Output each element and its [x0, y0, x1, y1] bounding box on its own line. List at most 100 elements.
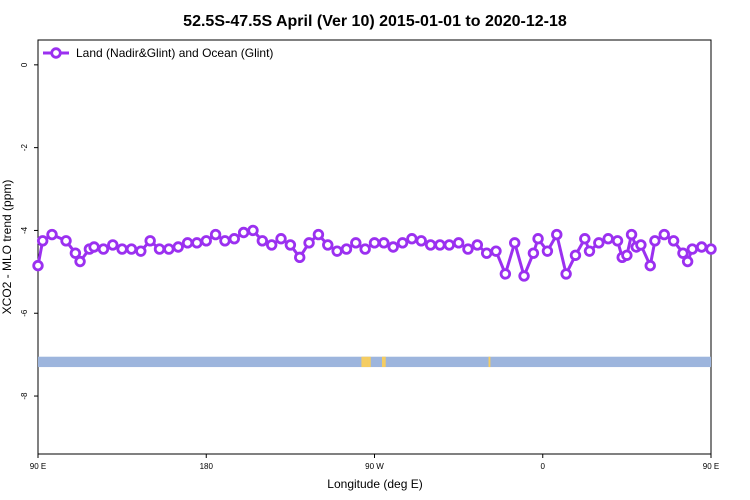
- data-point: [163, 243, 175, 255]
- data-point: [681, 255, 694, 268]
- data-point: [406, 233, 418, 245]
- data-point: [153, 243, 166, 255]
- data-point: [560, 268, 572, 280]
- data-point: [209, 228, 222, 241]
- data-point: [284, 239, 297, 251]
- y-tick-label: 0: [20, 62, 29, 67]
- data-point: [527, 247, 540, 259]
- x-tick-label: 90 W: [365, 462, 384, 471]
- y-tick-label: -6: [20, 309, 29, 317]
- data-point: [322, 239, 334, 251]
- x-tick-label: 90 E: [703, 462, 719, 471]
- data-point: [116, 243, 128, 255]
- land-patch: [488, 356, 491, 368]
- data-point: [415, 235, 427, 247]
- data-point: [509, 237, 521, 249]
- data-point: [350, 237, 362, 249]
- data-point: [172, 241, 184, 253]
- data-point: [621, 249, 633, 261]
- data-point: [424, 239, 437, 251]
- data-point: [579, 233, 591, 245]
- x-axis: 90 E 180 90 W 0 90 E: [30, 454, 719, 471]
- data-point: [518, 270, 530, 282]
- y-axis: 0 -2 -4 -6 -8: [20, 62, 38, 400]
- data-point: [677, 247, 689, 259]
- y-tick-label: -8: [20, 392, 29, 400]
- data-point: [452, 237, 465, 249]
- data-point: [462, 243, 474, 255]
- data-point: [74, 255, 86, 268]
- data-point: [237, 226, 250, 239]
- data-point: [695, 241, 708, 253]
- legend: Land (Nadir&Glint) and Ocean (Glint): [43, 46, 273, 60]
- map-strip: [38, 356, 711, 368]
- data-point: [649, 235, 661, 247]
- data-point: [46, 228, 58, 241]
- data-point: [191, 237, 203, 249]
- ocean-band: [38, 356, 711, 368]
- data-point: [471, 239, 484, 251]
- y-tick-label: -4: [20, 226, 29, 234]
- data-point: [228, 233, 240, 245]
- data-point: [551, 228, 563, 241]
- legend-label: Land (Nadir&Glint) and Ocean (Glint): [76, 46, 273, 60]
- series-layer: [32, 224, 717, 282]
- data-point: [611, 235, 624, 247]
- data-point: [181, 237, 194, 249]
- data-point: [135, 245, 147, 257]
- y-tick-label: -2: [20, 144, 29, 152]
- data-point: [275, 233, 287, 245]
- data-point: [532, 233, 544, 245]
- data-point: [36, 235, 49, 247]
- data-point: [490, 245, 502, 257]
- data-point: [368, 237, 381, 249]
- data-point: [359, 243, 371, 255]
- data-point: [303, 237, 315, 249]
- legend-swatch-marker: [50, 47, 62, 59]
- data-point: [378, 237, 390, 249]
- x-tick-label: 0: [541, 462, 546, 471]
- data-point: [541, 245, 554, 257]
- x-tick-label: 180: [200, 462, 214, 471]
- data-point: [686, 243, 699, 255]
- data-point: [593, 237, 605, 249]
- data-point: [312, 228, 325, 241]
- data-point: [60, 235, 72, 247]
- land-patch: [367, 356, 371, 368]
- data-point: [602, 233, 614, 245]
- data-point: [107, 239, 119, 251]
- data-point: [256, 235, 269, 247]
- data-point: [97, 243, 110, 255]
- chart-title: 52.5S-47.5S April (Ver 10) 2015-01-01 to…: [183, 13, 567, 30]
- x-axis-label: Longitude (deg E): [327, 477, 422, 491]
- data-point: [294, 251, 306, 264]
- x-tick-label: 90 E: [30, 462, 46, 471]
- data-point: [625, 228, 638, 241]
- data-point: [635, 239, 647, 251]
- land-patch: [381, 356, 386, 368]
- data-point: [144, 235, 156, 247]
- data-point: [387, 241, 399, 253]
- data-point: [200, 235, 212, 247]
- data-point: [499, 268, 512, 280]
- data-point: [667, 235, 680, 247]
- data-point: [480, 247, 493, 259]
- data-point: [658, 228, 670, 241]
- land-patch: [361, 356, 368, 368]
- y-axis-label: XCO2 - MLO trend (ppm): [0, 180, 14, 315]
- data-point: [88, 241, 100, 253]
- data-point: [125, 243, 138, 255]
- data-point: [583, 245, 596, 257]
- data-point: [396, 237, 409, 249]
- data-point: [247, 224, 259, 237]
- data-point: [569, 249, 582, 261]
- data-point: [219, 235, 231, 247]
- data-point: [331, 245, 343, 257]
- data-point: [443, 239, 455, 251]
- data-point: [340, 243, 353, 255]
- data-point: [265, 239, 278, 251]
- data-point: [69, 247, 82, 259]
- data-point: [32, 259, 44, 272]
- data-point: [705, 243, 717, 255]
